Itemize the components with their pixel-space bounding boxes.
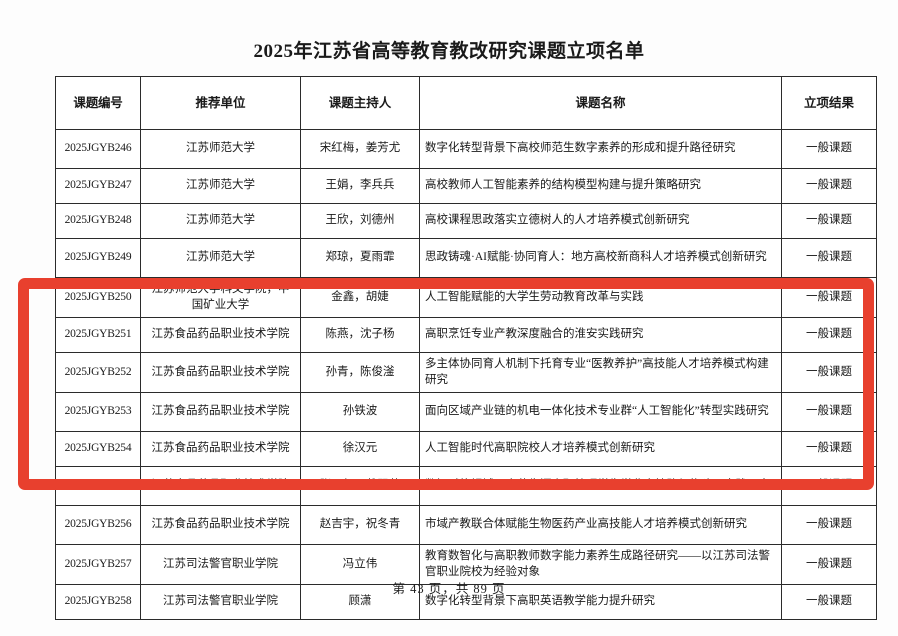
table-row: 2025JGYB258 江苏司法警官职业学院 顾潇 数字化转型背景下高职英语教学能力提… bbox=[55, 584, 877, 621]
column-header-unit: 推荐单位 bbox=[140, 76, 301, 130]
column-header-name: 课题名称 bbox=[419, 76, 782, 130]
table-header: 课题编号 推荐单位 课题主持人 课题名称 立项结果 bbox=[55, 76, 877, 130]
table-row: 2025JGYB252 江苏食品药品职业技术学院 孙青，陈俊滏 多主体协同育人机制下托… bbox=[55, 352, 877, 394]
table-row: 2025JGYB246 江苏师范大学 宋红梅，姜芳尤 数字化转型背景下高校师范生数字素… bbox=[55, 129, 877, 169]
cell-code: 2025JGYB250 bbox=[55, 276, 141, 319]
cell-unit: 江苏师范大学 bbox=[140, 238, 301, 278]
cell-name: 思政铸魂·AI赋能·协同育人：地方高校新商科人才培养模式创新研究 bbox=[419, 238, 782, 278]
table-row: 2025JGYB256 江苏食品药品职业技术学院 赵吉宇，祝冬青 市域产教联合体赋能生… bbox=[55, 505, 877, 546]
cell-name: 数字化转型背景下高职英语教学能力提升研究 bbox=[419, 584, 782, 621]
cell-result: 一般课题 bbox=[781, 238, 877, 278]
cell-name: 人工智能赋能的大学生劳动教育改革与实践 bbox=[419, 276, 782, 319]
cell-leader: 徐汉元 bbox=[300, 431, 420, 468]
cell-unit: 江苏食品药品职业技术学院 bbox=[140, 431, 301, 468]
cell-leader: 金鑫，胡婕 bbox=[300, 276, 420, 319]
project-listing-table-wrapper: 课题编号 推荐单位 课题主持人 课题名称 立项结果 2025JGYB246 江苏师… bbox=[55, 76, 877, 621]
cell-unit: 江苏司法警官职业学院 bbox=[140, 544, 301, 586]
cell-code: 2025JGYB256 bbox=[55, 505, 141, 546]
cell-code: 2025JGYB257 bbox=[55, 544, 141, 586]
table-row: 2025JGYB247 江苏师范大学 王娟，李兵兵 高校教师人工智能素养的结构模型构建… bbox=[55, 168, 877, 204]
column-header-result: 立项结果 bbox=[781, 76, 877, 130]
cell-name: 面向区域产业链的机电一体化技术专业群“人工智能化”转型实践研究 bbox=[419, 392, 782, 433]
cell-leader: 宋红梅，姜芳尤 bbox=[300, 129, 420, 169]
table-row: 2025JGYB254 江苏食品药品职业技术学院 徐汉元 人工智能时代高职院校人才培养… bbox=[55, 431, 877, 468]
cell-name: 高职烹饪专业产教深度融合的淮安实践研究 bbox=[419, 317, 782, 354]
cell-unit: 江苏食品药品职业技术学院 bbox=[140, 466, 301, 507]
cell-unit: 江苏师范大学 bbox=[140, 129, 301, 169]
table-header-row: 课题编号 推荐单位 课题主持人 课题名称 立项结果 bbox=[55, 76, 877, 130]
table-body: 2025JGYB246 江苏师范大学 宋红梅，姜芳尤 数字化转型背景下高校师范生数字素… bbox=[55, 129, 877, 621]
cell-leader: 陈燕，沈子杨 bbox=[300, 317, 420, 354]
cell-leader: 郑琼，夏雨霏 bbox=[300, 238, 420, 278]
column-header-code: 课题编号 bbox=[55, 76, 141, 130]
cell-leader: 张玉红，戴翠萍 bbox=[300, 466, 420, 507]
cell-result: 一般课题 bbox=[781, 431, 877, 468]
cell-code: 2025JGYB255 bbox=[55, 466, 141, 507]
cell-leader: 赵吉宇，祝冬青 bbox=[300, 505, 420, 546]
cell-code: 2025JGYB252 bbox=[55, 352, 141, 394]
cell-name: 数字化转型背景下高校师范生数字素养的形成和提升路径研究 bbox=[419, 129, 782, 169]
cell-result: 一般课题 bbox=[781, 203, 877, 239]
project-listing-table: 课题编号 推荐单位 课题主持人 课题名称 立项结果 2025JGYB246 江苏师… bbox=[55, 76, 877, 621]
cell-code: 2025JGYB249 bbox=[55, 238, 141, 278]
cell-name: 市域产教联合体赋能生物医药产业高技能人才培养模式创新研究 bbox=[419, 505, 782, 546]
table-row: 2025JGYB250 江苏师范大学科文学院，中国矿业大学 金鑫，胡婕 人工智能赋能的… bbox=[55, 276, 877, 319]
cell-code: 2025JGYB251 bbox=[55, 317, 141, 354]
table-row: 2025JGYB253 江苏食品药品职业技术学院 孙铁波 面向区域产业链的机电一体化技… bbox=[55, 392, 877, 433]
cell-unit: 江苏食品药品职业技术学院 bbox=[140, 317, 301, 354]
cell-leader: 王欣，刘德州 bbox=[300, 203, 420, 239]
cell-unit: 江苏师范大学 bbox=[140, 168, 301, 204]
table-row: 2025JGYB257 江苏司法警官职业学院 冯立伟 教育数智化与高职教师数字能力素养… bbox=[55, 544, 877, 586]
cell-unit: 江苏师范大学科文学院，中国矿业大学 bbox=[140, 276, 301, 319]
cell-name: 高校课程思政落实立德树人的人才培养模式创新研究 bbox=[419, 203, 782, 239]
cell-result: 一般课题 bbox=[781, 392, 877, 433]
cell-code: 2025JGYB258 bbox=[55, 584, 141, 621]
cell-leader: 王娟，李兵兵 bbox=[300, 168, 420, 204]
cell-result: 一般课题 bbox=[781, 129, 877, 169]
cell-unit: 江苏食品药品职业技术学院 bbox=[140, 352, 301, 394]
page-footer: 第 43 页，共 89 页 bbox=[392, 582, 506, 596]
cell-leader: 孙铁波 bbox=[300, 392, 420, 433]
cell-result: 一般课题 bbox=[781, 317, 877, 354]
cell-result: 一般课题 bbox=[781, 505, 877, 546]
table-row: 2025JGYB248 江苏师范大学 王欣，刘德州 高校课程思政落实立德树人的人才培养… bbox=[55, 203, 877, 239]
column-header-leader: 课题主持人 bbox=[300, 76, 420, 130]
cell-name: 多主体协同育人机制下托育专业“医教养护”高技能人才培养模式构建研究 bbox=[419, 352, 782, 394]
cell-result: 一般课题 bbox=[781, 544, 877, 586]
cell-name: 高校教师人工智能素养的结构模型构建与提升策略研究 bbox=[419, 168, 782, 204]
table-row: 2025JGYB251 江苏食品药品职业技术学院 陈燕，沈子杨 高职烹饪专业产教深度融… bbox=[55, 317, 877, 354]
cell-result: 一般课题 bbox=[781, 168, 877, 204]
cell-leader: 顾潇 bbox=[300, 584, 420, 621]
cell-result: 一般课题 bbox=[781, 466, 877, 507]
cell-code: 2025JGYB254 bbox=[55, 431, 141, 468]
cell-name: 教育数智化与高职教师数字能力素养生成路径研究——以江苏司法警官职业院校为经验对象 bbox=[419, 544, 782, 586]
cell-result: 一般课题 bbox=[781, 584, 877, 621]
cell-result: 一般课题 bbox=[781, 276, 877, 319]
cell-code: 2025JGYB246 bbox=[55, 129, 141, 169]
cell-result: 一般课题 bbox=[781, 352, 877, 394]
table-row: 2025JGYB249 江苏师范大学 郑琼，夏雨霏 思政铸魂·AI赋能·协同育人：地方… bbox=[55, 238, 877, 278]
page-title: 2025年江苏省高等教育教改研究课题立项名单 bbox=[253, 41, 645, 62]
cell-leader: 孙青，陈俊滏 bbox=[300, 352, 420, 394]
cell-unit: 江苏食品药品职业技术学院 bbox=[140, 392, 301, 433]
cell-unit: 江苏师范大学 bbox=[140, 203, 301, 239]
table-row: 2025JGYB255 江苏食品药品职业技术学院 张玉红，戴翠萍 数智赋能视域下青藏生… bbox=[55, 466, 877, 507]
cell-unit: 江苏食品药品职业技术学院 bbox=[140, 505, 301, 546]
cell-code: 2025JGYB247 bbox=[55, 168, 141, 204]
cell-code: 2025JGYB248 bbox=[55, 203, 141, 239]
cell-code: 2025JGYB253 bbox=[55, 392, 141, 433]
cell-unit: 江苏司法警官职业学院 bbox=[140, 584, 301, 621]
cell-name: 数智赋能视域下青藏生源高职护理学生学业支持路径构建及实践研究 bbox=[419, 466, 782, 507]
cell-name: 人工智能时代高职院校人才培养模式创新研究 bbox=[419, 431, 782, 468]
